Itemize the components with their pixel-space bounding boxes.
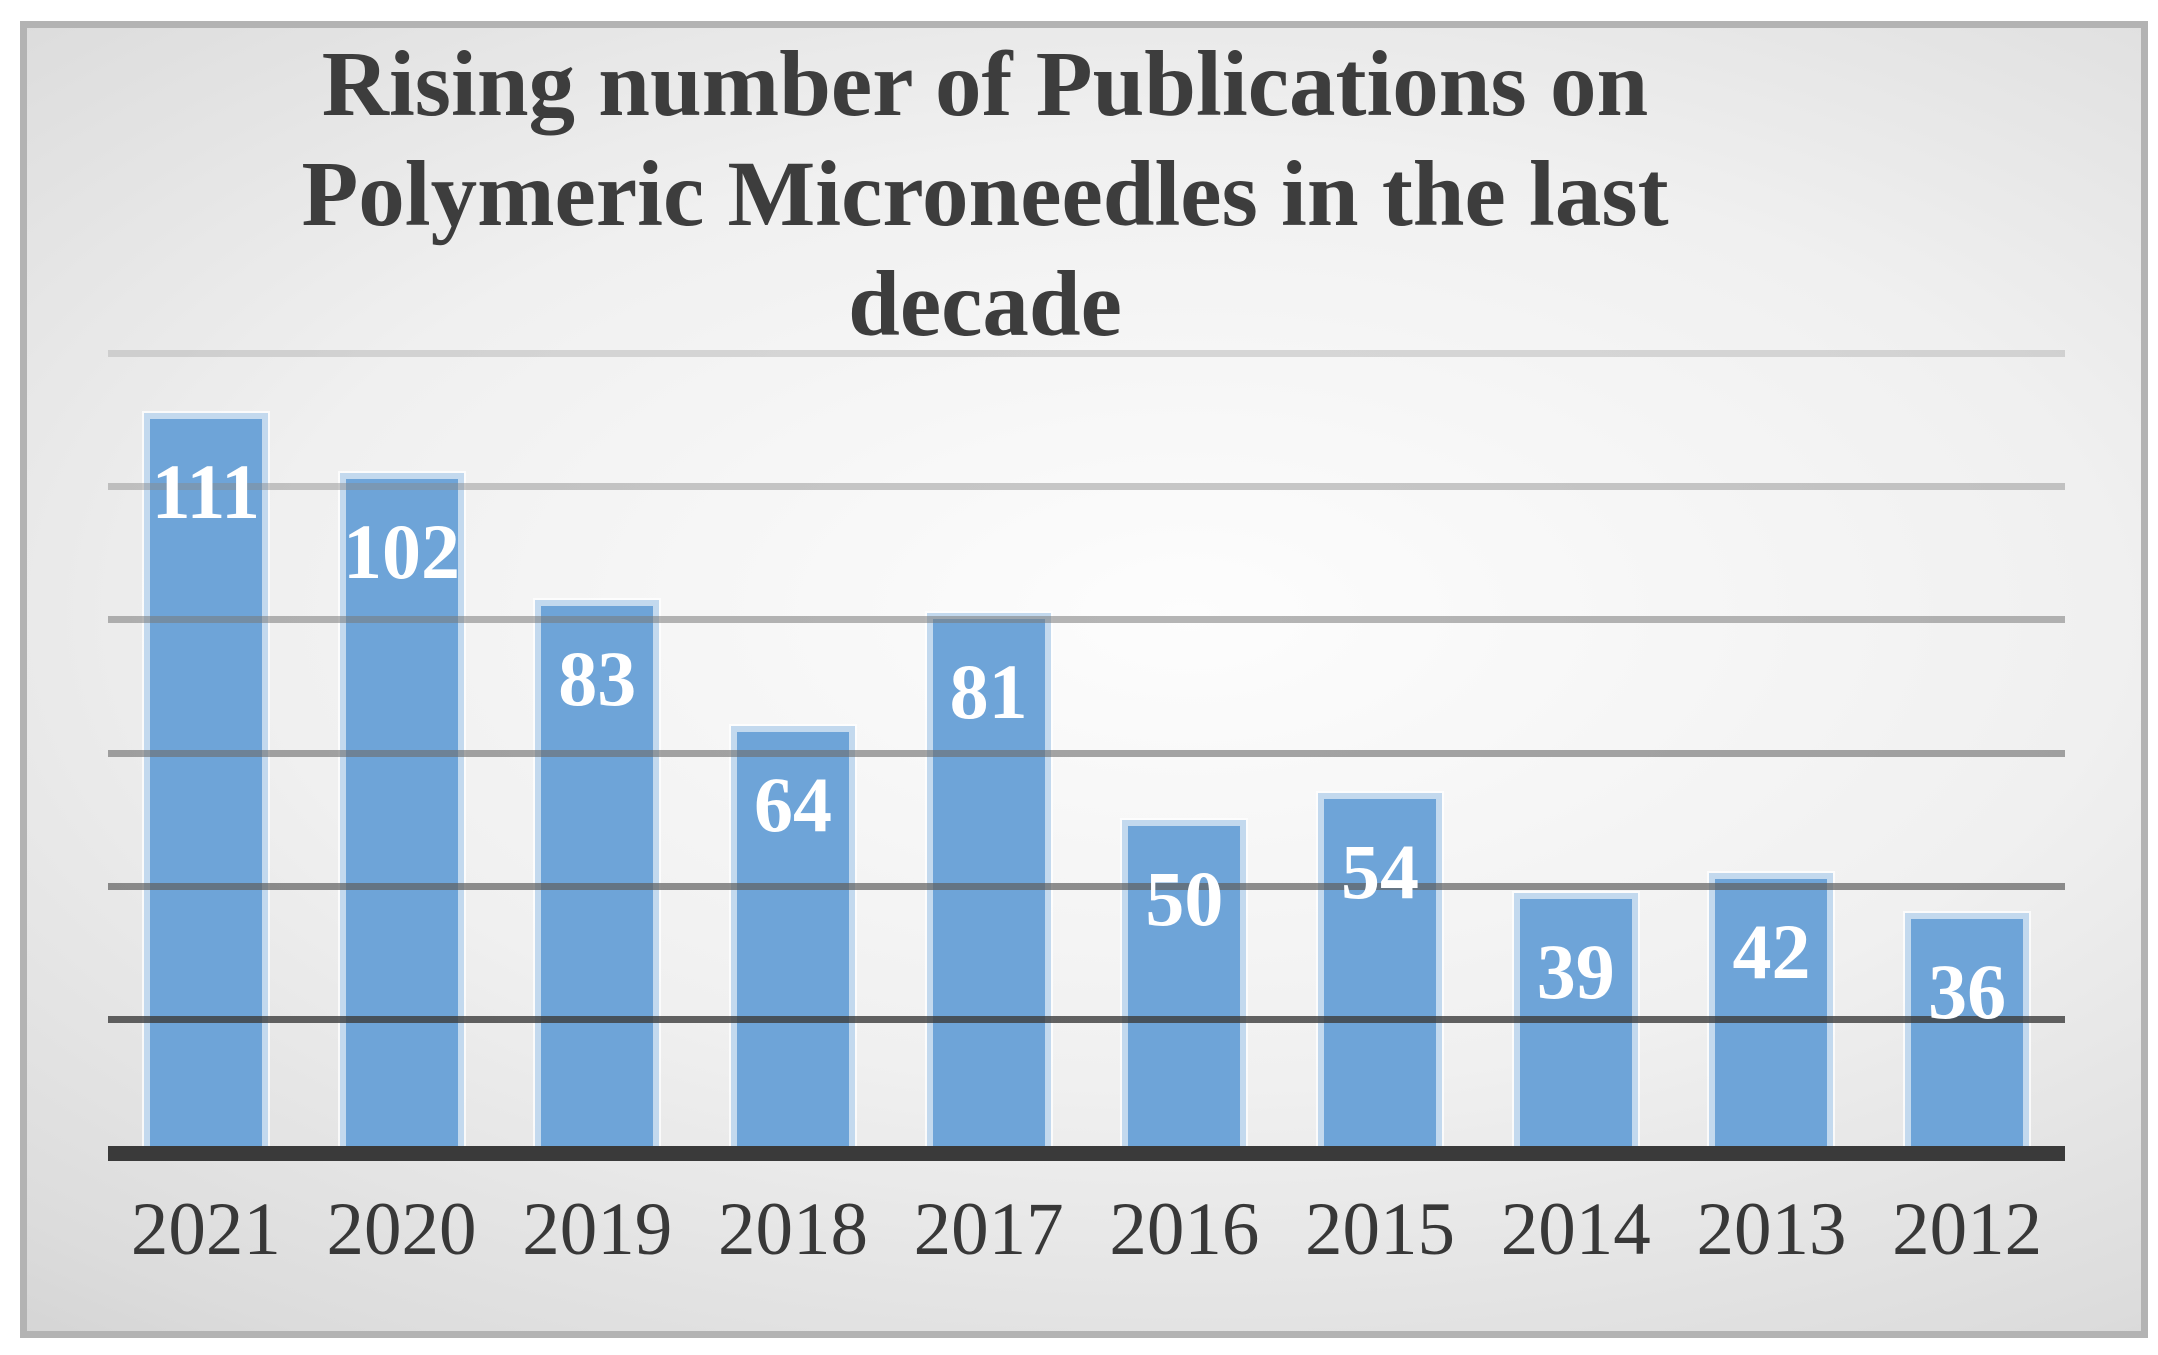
bar-value-label: 50 <box>1145 854 1224 942</box>
gridline <box>108 1016 2065 1023</box>
bar-value-label: 81 <box>949 648 1028 735</box>
gridline <box>108 350 2065 357</box>
chart-title: Rising number of Publications on Polymer… <box>185 30 1785 360</box>
gridline <box>108 750 2065 757</box>
x-axis-label: 2015 <box>1305 1188 1456 1271</box>
x-axis-line <box>108 1146 2065 1161</box>
bar-value-label: 42 <box>1732 908 1811 995</box>
gridline <box>108 483 2065 490</box>
x-axis-label: 2018 <box>717 1188 868 1271</box>
x-axis-label: 2019 <box>522 1188 673 1271</box>
bar-value-label: 64 <box>753 761 832 849</box>
bar-value-label: 83 <box>558 634 637 722</box>
chart-title-line-3: decade <box>848 253 1122 356</box>
bar-value-label: 39 <box>1536 928 1615 1015</box>
x-axis-label: 2012 <box>1892 1188 2043 1271</box>
x-axis-label: 2016 <box>1109 1188 1260 1271</box>
bar-value-label: 54 <box>1341 828 1420 915</box>
bar <box>339 473 464 1158</box>
bar-value-label: 102 <box>343 508 461 595</box>
x-axis-label: 2014 <box>1500 1188 1651 1271</box>
x-axis-label: 2020 <box>326 1188 477 1271</box>
x-axis-label: 2017 <box>913 1188 1064 1271</box>
chart-title-line-2: Polymeric Microneedles in the last <box>301 143 1669 246</box>
bar-value-label: 111 <box>151 448 261 535</box>
bar-value-label: 36 <box>1928 948 2007 1035</box>
bar <box>1905 913 2030 1158</box>
bar <box>1513 893 1638 1158</box>
bar <box>1709 873 1834 1158</box>
chart-title-line-1: Rising number of Publications on <box>321 33 1649 136</box>
x-axis-label: 2013 <box>1696 1188 1847 1271</box>
bar <box>143 413 268 1158</box>
gridline <box>108 883 2065 890</box>
x-axis-label: 2021 <box>130 1188 281 1271</box>
gridline <box>108 616 2065 623</box>
